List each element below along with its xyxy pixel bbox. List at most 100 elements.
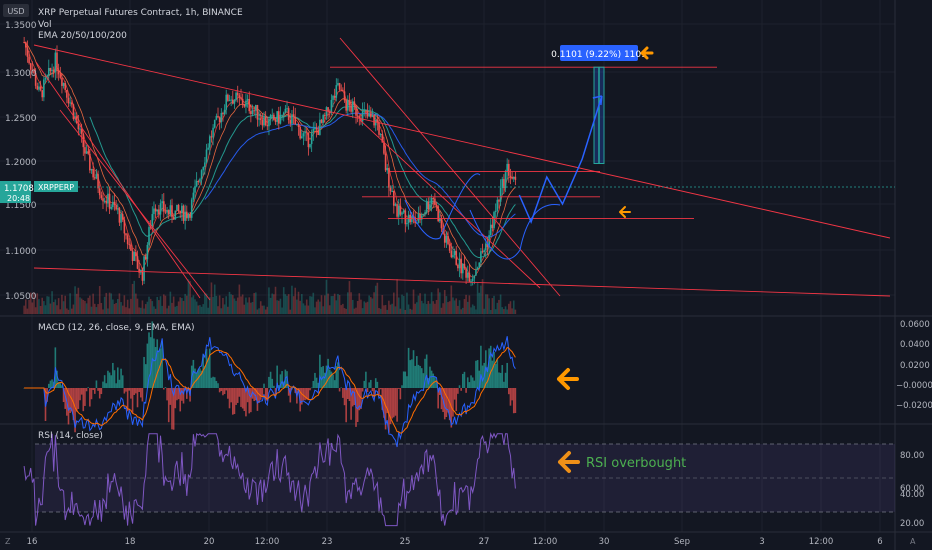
macd-histogram-bar	[287, 388, 290, 396]
candle-body	[462, 263, 464, 274]
time-tick: 12:00	[533, 537, 558, 547]
currency-badge[interactable]	[3, 4, 29, 17]
macd-tick: −0.0000	[896, 381, 932, 391]
volume-bar	[305, 299, 308, 314]
volume-bar	[112, 299, 114, 314]
volume-bar	[79, 297, 81, 314]
auto-scale-icon[interactable]: A	[910, 537, 916, 546]
macd-histogram-bar	[69, 388, 71, 414]
trend-drawings[interactable]	[33, 37, 891, 301]
macd-histogram-bar	[340, 387, 343, 388]
time-axis[interactable]: 16 18 20 12:00 23 25 27 12:00 30 Sep 3 1…	[27, 537, 883, 547]
candle-body	[199, 179, 201, 182]
macd-histogram-bar	[419, 365, 421, 388]
rsi-tick: 40.00	[900, 490, 924, 500]
trend-line[interactable]	[35, 61, 201, 299]
candle-body	[217, 115, 219, 118]
candle-body	[301, 136, 303, 139]
candle-body	[164, 211, 167, 213]
macd-histogram-bar	[268, 376, 270, 388]
symbol-tag	[34, 181, 78, 192]
candle-body	[33, 71, 35, 74]
candle-body	[182, 205, 185, 221]
macd-histogram-bar	[246, 388, 249, 403]
timezone-icon[interactable]: Z	[5, 537, 11, 546]
candle-body	[274, 119, 277, 122]
candle-body	[319, 119, 321, 135]
volume-bar	[486, 294, 489, 314]
volume-bar	[264, 309, 267, 314]
macd-histogram-bar	[489, 345, 492, 388]
volume-bar	[39, 305, 42, 314]
macd-histogram-bar	[343, 388, 346, 406]
macd-histogram-bar	[448, 388, 451, 421]
trend-line[interactable]	[33, 267, 891, 297]
volume-bar	[294, 287, 297, 314]
trend-line[interactable]	[33, 44, 891, 239]
volume-bar	[330, 296, 333, 314]
candle-body	[427, 201, 430, 210]
trend-line[interactable]	[359, 119, 541, 289]
candle-body	[471, 278, 474, 281]
trend-line[interactable]	[59, 109, 211, 301]
macd-histogram-bar	[169, 388, 172, 405]
macd-histogram-bar	[92, 388, 94, 391]
macd-histogram-bar	[366, 388, 369, 393]
candle-body	[496, 199, 499, 211]
price-axis[interactable]: 1.3500 1.3000 1.2500 1.2000 1.1500 1.100…	[5, 21, 37, 302]
macd-histogram-bar	[347, 388, 349, 400]
volume-bar	[153, 306, 155, 314]
volume-bar	[166, 308, 168, 314]
volume-bar	[371, 298, 374, 314]
candle-body	[131, 250, 134, 261]
volume-bar	[110, 293, 113, 314]
macd-histogram-bar	[420, 368, 423, 388]
volume-bar	[72, 304, 75, 314]
price-tick: 1.3500	[5, 21, 37, 31]
candle-body	[347, 100, 349, 111]
macd-histogram-bar	[412, 350, 415, 388]
candle-body	[85, 151, 88, 154]
candle-body	[448, 244, 451, 251]
measure-tool[interactable]: 0.1101 (9.22%) 1101	[551, 45, 647, 164]
volume-bar	[130, 298, 132, 314]
macd-pane[interactable]	[23, 321, 517, 448]
candle-body	[264, 116, 267, 125]
macd-histogram-bar	[315, 377, 318, 388]
candle-body	[289, 120, 292, 124]
price-tick: 1.1000	[5, 247, 37, 257]
candle-body	[455, 251, 458, 265]
rsi-tick: 80.00	[900, 451, 924, 461]
macd-histogram-bar	[368, 382, 370, 388]
volume-bar	[471, 304, 474, 314]
macd-histogram-bar	[172, 388, 175, 430]
macd-histogram-bar	[245, 388, 247, 417]
candle-body	[230, 99, 232, 101]
volume-bar	[131, 283, 134, 314]
volume-bar	[133, 280, 136, 314]
candle-body	[361, 110, 364, 122]
projection-path[interactable]	[518, 95, 603, 225]
macd-histogram-bar	[351, 388, 354, 407]
rsi-pane[interactable]	[23, 431, 516, 527]
candle-body	[411, 216, 413, 223]
volume-bar	[363, 301, 366, 314]
candle-body	[84, 147, 86, 154]
volume-bar	[100, 302, 103, 314]
volume-bar	[287, 294, 290, 314]
candle-body	[59, 74, 62, 78]
volume-bar	[404, 309, 407, 314]
macd-histogram-bar	[218, 388, 221, 393]
macd-histogram-bar	[167, 388, 170, 423]
macd-histogram-bar	[496, 359, 499, 388]
trend-line[interactable]	[339, 37, 561, 297]
volume-bar	[102, 309, 104, 314]
volume-bar	[342, 303, 344, 314]
macd-histogram-bar	[80, 388, 83, 395]
time-tick: 25	[400, 537, 411, 547]
volume-bar	[154, 308, 157, 314]
macd-histogram-bar	[386, 388, 389, 414]
rsi-annotation: RSI overbought	[586, 456, 686, 471]
volume-bar	[324, 295, 326, 314]
